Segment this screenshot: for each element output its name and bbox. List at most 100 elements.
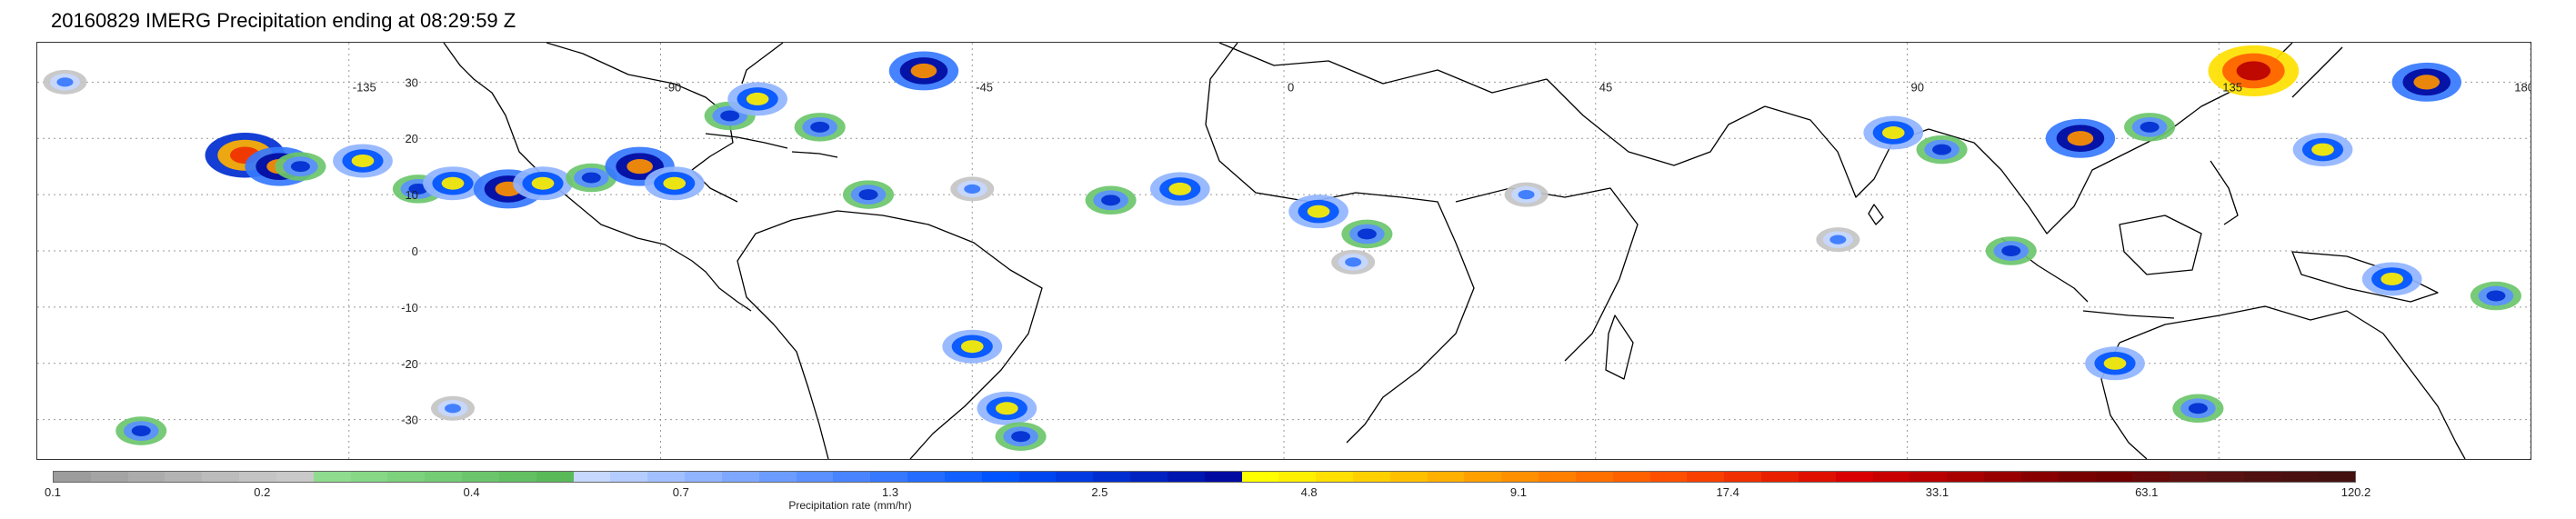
- colorbar-segment: [1167, 472, 1205, 482]
- lat-tick-label: -10: [401, 301, 418, 314]
- lon-tick-label: 45: [1599, 80, 1612, 94]
- colorbar-segment: [313, 472, 351, 482]
- precip-cell: [2208, 45, 2300, 97]
- colorbar-segment: [1278, 472, 1317, 482]
- precip-contour: [1829, 235, 1847, 245]
- precip-contour: [351, 154, 375, 167]
- coastline-sri-lanka: [1868, 204, 1884, 225]
- colorbar-tick-label: 0.2: [254, 485, 271, 499]
- lat-tick-label: -20: [401, 357, 418, 371]
- precip-contour: [2188, 403, 2208, 414]
- colorbar-segment: [1761, 472, 1799, 482]
- precip-contour: [1101, 195, 1121, 206]
- colorbar-segment: [1909, 472, 1948, 482]
- lat-tick-label: 10: [405, 188, 417, 202]
- colorbar-segment: [721, 472, 759, 482]
- precip-cell: [1149, 172, 1210, 206]
- precip-cell: [1916, 135, 1968, 165]
- colorbar-tick-label: 63.1: [2135, 485, 2159, 499]
- precip-contour: [2067, 131, 2094, 146]
- precip-cell: [513, 166, 573, 201]
- colorbar-segment: [1798, 472, 1836, 482]
- precip-contour: [1357, 228, 1377, 240]
- precip-cell: [644, 166, 705, 201]
- colorbar-segment: [165, 472, 203, 482]
- colorbar-segment: [833, 472, 871, 482]
- precip-cell: [2361, 262, 2422, 296]
- colorbar-segment: [1204, 472, 1242, 482]
- coastline-java: [2082, 310, 2175, 319]
- colorbar-segment: [1130, 472, 1168, 482]
- precip-cell: [727, 82, 788, 116]
- lon-tick-label: 0: [1288, 80, 1294, 94]
- colorbar-segment: [944, 472, 982, 482]
- colorbar-segment: [462, 472, 499, 482]
- precip-cell: [2172, 394, 2224, 424]
- colorbar-segment: [536, 472, 574, 482]
- colorbar-segment: [2318, 472, 2356, 482]
- precip-contour: [1168, 182, 1192, 195]
- coastline-south-america: [755, 210, 1043, 459]
- colorbar-segment: [796, 472, 834, 482]
- colorbar-segment: [2170, 472, 2208, 482]
- precip-contour: [1932, 144, 1952, 155]
- colorbar-tick-label: 4.8: [1300, 485, 1318, 499]
- precip-contour: [2236, 61, 2271, 81]
- precip-contour: [1345, 257, 1362, 267]
- precip-cell: [950, 176, 995, 202]
- colorbar-segment: [350, 472, 388, 482]
- coastline-australia: [2119, 305, 2466, 459]
- colorbar-segment: [870, 472, 908, 482]
- precip-cell: [1085, 185, 1137, 215]
- precip-cell: [1331, 249, 1376, 274]
- precip-cell: [43, 69, 87, 95]
- precip-contour: [445, 404, 461, 414]
- precip-contour: [408, 183, 428, 195]
- precip-cell: [2470, 281, 2521, 311]
- map-frame: 30 20 10 0 -10 -20 -30 -135 -90 -45 0 45 90 135 180: [36, 42, 2531, 460]
- precip-cell: [1816, 227, 1860, 253]
- colorbar-segment: [1018, 472, 1057, 482]
- colorbar-segment: [1056, 472, 1094, 482]
- lon-tick-label: -135: [353, 80, 376, 94]
- precip-cell: [566, 163, 617, 193]
- lat-tick-label: -30: [401, 414, 418, 427]
- colorbar-segment: [610, 472, 648, 482]
- precip-contour: [1881, 126, 1905, 140]
- colorbar-segment: [2207, 472, 2244, 482]
- lon-tick-label: 135: [2222, 80, 2242, 94]
- colorbar-title: Precipitation rate (mm/hr): [788, 499, 912, 512]
- colorbar-segment: [647, 472, 686, 482]
- colorbar-segment: [2132, 472, 2170, 482]
- coastline-philippines: [2210, 160, 2239, 225]
- precip-cell: [2391, 62, 2461, 102]
- precip-cell: [2124, 113, 2176, 142]
- precip-contour: [441, 176, 465, 190]
- colorbar-segment: [2095, 472, 2133, 482]
- precip-contour: [663, 176, 687, 190]
- precip-contour: [2140, 121, 2160, 133]
- colorbar-segment: [1093, 472, 1131, 482]
- colorbar-segment: [981, 472, 1019, 482]
- precip-cell: [275, 152, 326, 181]
- lon-tick-label: -90: [665, 80, 682, 94]
- graticule-labels: 30 20 10 0 -10 -20 -30 -135 -90 -45 0 45 90 135 180: [353, 75, 2531, 426]
- precip-contour: [2413, 75, 2441, 90]
- coastline-us-east: [741, 43, 784, 85]
- precip-contour: [810, 121, 830, 133]
- colorbar-segment: [1241, 472, 1279, 482]
- coastline-japan: [2291, 46, 2343, 98]
- precipitation-map: 30 20 10 0 -10 -20 -30 -135 -90 -45 0 45 90 135 180: [37, 43, 2531, 459]
- colorbar-segment: [1316, 472, 1353, 482]
- coastline-hispaniola: [791, 151, 838, 158]
- colorbar-segment: [573, 472, 611, 482]
- colorbar-segment: [2280, 472, 2319, 482]
- colorbar-tick-label: 120.2: [2340, 485, 2371, 499]
- precip-cell: [995, 422, 1047, 452]
- precip-contour: [290, 161, 310, 173]
- colorbar-segment: [2243, 472, 2281, 482]
- colorbar-segment: [2058, 472, 2096, 482]
- precip-contour: [960, 340, 984, 354]
- coastline-madagascar: [1605, 314, 1634, 380]
- precip-contour: [626, 159, 653, 175]
